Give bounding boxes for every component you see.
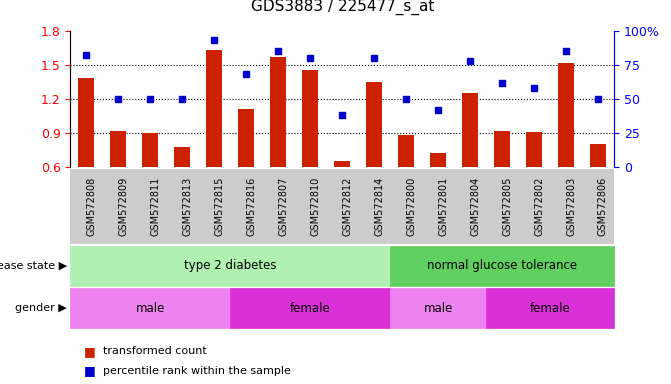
Bar [111,131,126,167]
Text: GSM572806: GSM572806 [598,177,608,236]
Text: GSM572801: GSM572801 [438,177,448,236]
Bar [207,50,222,167]
Bar [430,154,446,167]
Text: male: male [136,302,165,314]
Bar [366,82,382,167]
Text: GSM572805: GSM572805 [502,177,512,236]
Text: GSM572816: GSM572816 [246,177,256,236]
Text: percentile rank within the sample: percentile rank within the sample [103,366,291,376]
Text: GSM572807: GSM572807 [278,177,289,236]
Text: GSM572810: GSM572810 [310,177,320,236]
Bar [334,161,350,167]
Text: gender ▶: gender ▶ [15,303,67,313]
Text: female: female [290,302,331,314]
Text: GSM572800: GSM572800 [406,177,416,236]
Bar [494,131,510,167]
Text: GSM572812: GSM572812 [342,177,352,236]
Bar [526,132,542,167]
Bar [462,93,478,167]
Text: GSM572802: GSM572802 [534,177,544,236]
Text: GSM572804: GSM572804 [470,177,480,236]
Bar [79,78,95,167]
Text: GSM572814: GSM572814 [374,177,384,236]
Text: male: male [423,302,453,314]
Text: GSM572811: GSM572811 [150,177,160,236]
Bar [270,57,287,167]
Text: normal glucose tolerance: normal glucose tolerance [427,260,577,272]
Text: ■: ■ [84,364,96,377]
Text: type 2 diabetes: type 2 diabetes [184,260,276,272]
Text: transformed count: transformed count [103,346,207,356]
Text: GSM572815: GSM572815 [214,177,224,236]
Bar [590,144,606,167]
Bar [174,147,191,167]
Text: GDS3883 / 225477_s_at: GDS3883 / 225477_s_at [250,0,434,15]
Text: GSM572803: GSM572803 [566,177,576,236]
Text: GSM572809: GSM572809 [118,177,128,236]
Text: GSM572813: GSM572813 [183,177,193,236]
Bar [302,71,318,167]
Bar [398,135,414,167]
Text: disease state ▶: disease state ▶ [0,261,67,271]
Bar [238,109,254,167]
Text: ■: ■ [84,345,96,358]
Text: female: female [529,302,570,314]
Text: GSM572808: GSM572808 [87,177,97,236]
Bar [142,133,158,167]
Bar [558,63,574,167]
